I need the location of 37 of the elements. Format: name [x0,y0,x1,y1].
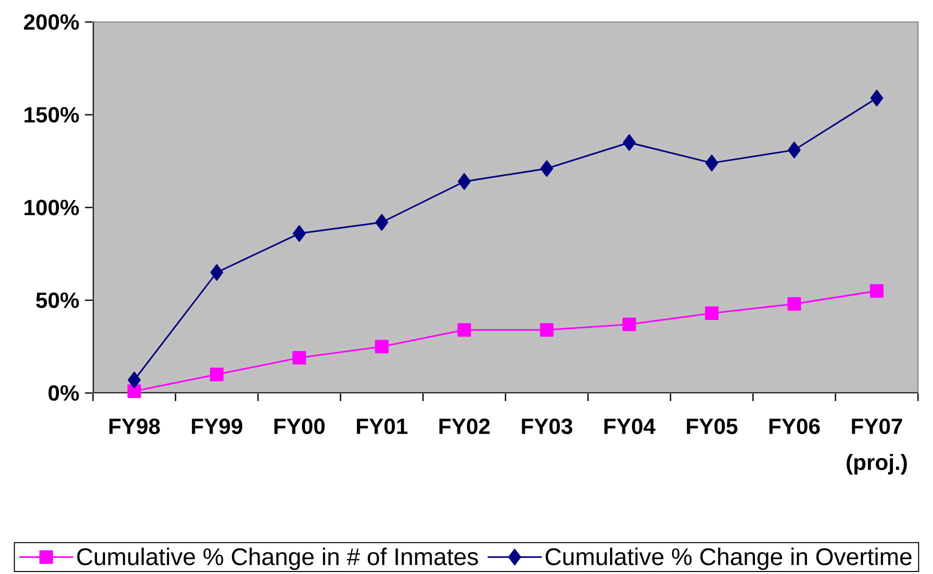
x-tick-label: FY99 [192,418,242,434]
point [540,323,554,337]
point [622,134,636,151]
point [870,90,884,106]
point [292,225,306,242]
x-tick-label: FY03 [522,418,572,434]
point [704,306,719,320]
y-tick-label: 0% [48,385,79,401]
point [210,264,224,281]
point [457,323,472,337]
x-tick-label: FY05 [686,418,738,434]
legend-label: Cumulative % Change in Overtime [546,548,912,570]
point [622,318,636,332]
x-tick-label: FY02 [439,418,490,434]
point [210,368,224,382]
x-tick-label: FY06 [769,418,820,434]
x-tick-label: FY07 (proj.) [846,418,907,474]
y-tick-label: 200% [24,14,79,30]
point [705,154,718,172]
point [870,284,884,298]
point [128,372,141,388]
point [788,142,801,158]
point [374,340,389,354]
x-tick-label: FY04 [604,418,656,434]
legend-label: Cumulative % Change in # of Inmates [77,548,478,570]
point [292,350,306,365]
point [375,214,388,231]
x-tick-label: FY01 [356,418,408,434]
y-tick-label: 50% [36,292,79,308]
y-tick-label: 150% [24,106,79,123]
x-tick-label: FY00 [274,418,325,434]
point [127,384,142,398]
point [787,297,802,311]
y-tick-label: 100% [24,200,79,216]
x-tick-label: FY98 [109,418,160,434]
point [458,173,471,190]
point [540,160,554,177]
